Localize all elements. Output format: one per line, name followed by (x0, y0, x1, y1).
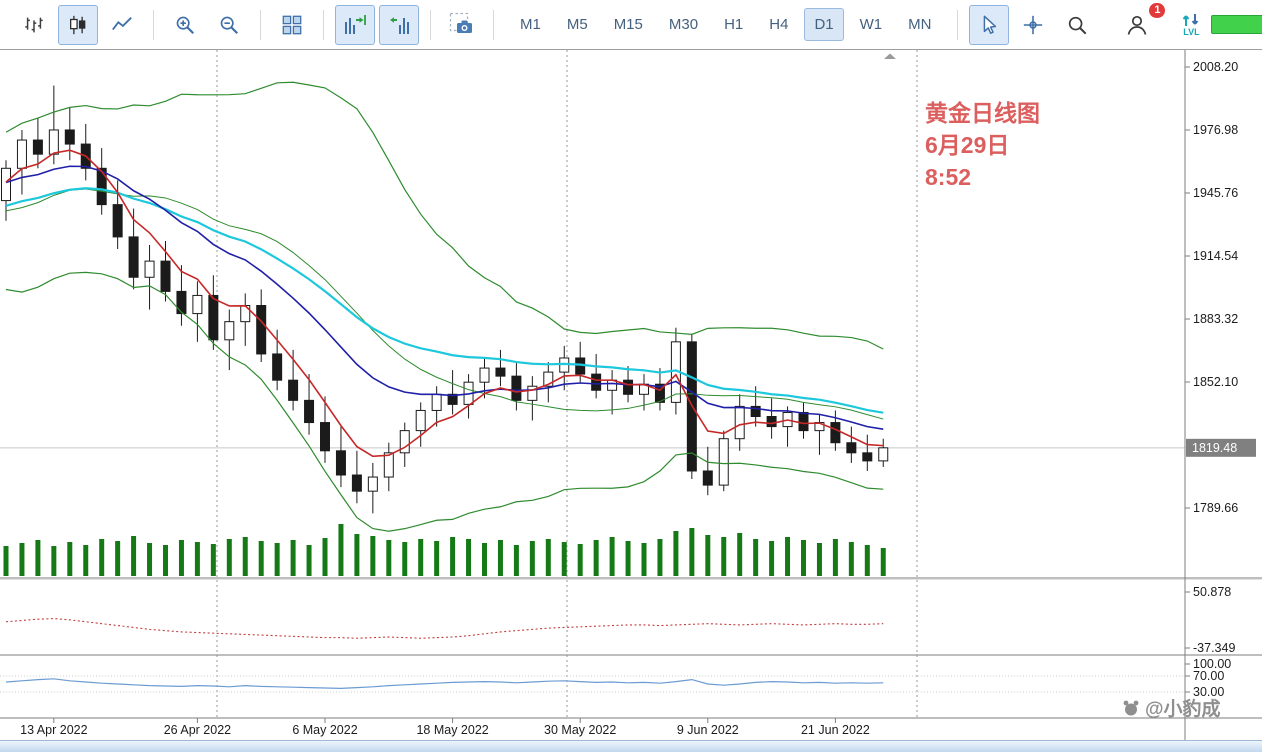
tb-cursor[interactable] (969, 4, 1010, 45)
date-label: 6 May 2022 (292, 723, 357, 737)
timeframe-m15[interactable]: M15 (613, 16, 643, 33)
grid-layer (0, 50, 1185, 718)
tb-auto-scroll[interactable] (379, 4, 419, 45)
zoom-in-icon (176, 16, 195, 34)
timeframe-mn[interactable]: MN (908, 16, 932, 33)
oscillator2-label: 70.00 (1193, 669, 1224, 683)
annotation-line-2: 6月29日 (925, 132, 1010, 158)
timeframe-m5[interactable]: M5 (566, 16, 588, 33)
candlesticks-icon (70, 15, 86, 34)
candles-layer (1, 85, 889, 514)
timeframe-m1[interactable]: M1 (520, 16, 541, 33)
tile-windows-icon (282, 15, 302, 34)
chart-area[interactable]: 2008.20 1976.98 1945.76 1914.54 1883.32 1852.… (0, 50, 1262, 740)
tb-zoom-in[interactable] (165, 5, 205, 45)
tb-candles-chart[interactable] (58, 4, 98, 45)
axis-layer: 2008.20 1976.98 1945.76 1914.54 1883.32 1852.… (0, 50, 1262, 740)
price-label: 1976.98 (1193, 123, 1238, 137)
search-icon (1069, 16, 1087, 34)
price-label: 1914.54 (1193, 249, 1238, 263)
indicators-layer (5, 81, 884, 690)
camera-icon (449, 12, 472, 33)
toolbar: M1 M5 M15 M30 H1 H4 D1 W1 MN 1 (0, 0, 1262, 50)
price-label: 1945.76 (1193, 186, 1238, 200)
oscillator2-label: 100.00 (1193, 657, 1231, 671)
tb-zoom-out[interactable] (209, 5, 249, 45)
shift-end-icon (345, 14, 366, 34)
toolbar-separator (430, 9, 431, 40)
timeframe-h1[interactable]: H1 (724, 16, 744, 33)
toolbar-separator (260, 9, 261, 40)
lvl-label: LVL (1183, 26, 1200, 37)
oscillator2-label: 30.00 (1193, 685, 1224, 699)
price-label: 2008.20 (1193, 60, 1238, 74)
horizontal-scrollbar[interactable] (0, 740, 1262, 752)
tb-lvl[interactable]: LVL (1181, 13, 1201, 37)
lvl-arrows-icon (1183, 13, 1199, 26)
date-label: 13 Apr 2022 (20, 723, 87, 737)
annotation-line-1: 黄金日线图 (925, 100, 1040, 126)
bars-chart-icon (25, 17, 43, 32)
current-price-label: 1819.48 (1192, 441, 1237, 455)
notification-badge: 1 (1149, 2, 1166, 18)
cursor-icon (984, 15, 997, 34)
price-label: 1789.66 (1193, 501, 1238, 515)
chart-annotation: 黄金日线图 6月29日 8:52 (925, 97, 1040, 193)
timeframe-h4[interactable]: H4 (769, 16, 789, 33)
annotation-line-3: 8:52 (925, 164, 972, 190)
line-chart-icon (112, 16, 132, 30)
auto-scroll-icon (390, 16, 409, 34)
tb-line-chart[interactable] (102, 5, 142, 45)
volume-layer (3, 524, 886, 576)
tb-profile[interactable]: 1 (1117, 2, 1166, 45)
connection-status-bar (1211, 15, 1262, 34)
oscillator1-label: 50.878 (1193, 585, 1231, 599)
tb-crosshair[interactable] (1013, 5, 1053, 45)
date-label: 21 Jun 2022 (801, 723, 870, 737)
watermark: @小豹成 (1122, 694, 1221, 721)
date-label: 26 Apr 2022 (164, 723, 231, 737)
zoom-out-icon (220, 16, 239, 34)
tb-screenshot[interactable] (442, 5, 482, 45)
price-label: 1852.10 (1193, 375, 1238, 389)
watermark-logo-icon (1123, 700, 1139, 715)
tb-search[interactable] (1057, 5, 1097, 45)
tb-tile-windows[interactable] (272, 5, 312, 45)
date-label: 30 May 2022 (544, 723, 616, 737)
date-label: 18 May 2022 (416, 723, 488, 737)
tb-shift-end[interactable] (335, 4, 375, 45)
toolbar-right-group: 1 LVL (1055, 2, 1262, 45)
chart-shift-marker[interactable] (884, 53, 896, 60)
price-label: 1883.32 (1193, 312, 1238, 326)
toolbar-separator (957, 9, 959, 40)
timeframe-group: M1 M5 M15 M30 H1 H4 D1 W1 MN (507, 8, 944, 41)
profile-icon (1128, 15, 1147, 35)
oscillator1-label: -37.349 (1193, 641, 1235, 655)
timeframe-w1[interactable]: W1 (859, 16, 883, 33)
tb-bars-chart[interactable] (14, 5, 54, 45)
timeframe-m30[interactable]: M30 (668, 16, 699, 33)
toolbar-separator (493, 9, 494, 40)
crosshair-icon (1024, 15, 1043, 34)
timeframe-d1[interactable]: D1 (804, 8, 844, 41)
toolbar-separator (323, 9, 324, 40)
watermark-text: @小豹成 (1145, 699, 1221, 720)
date-label: 9 Jun 2022 (677, 723, 739, 737)
toolbar-separator (153, 9, 154, 40)
